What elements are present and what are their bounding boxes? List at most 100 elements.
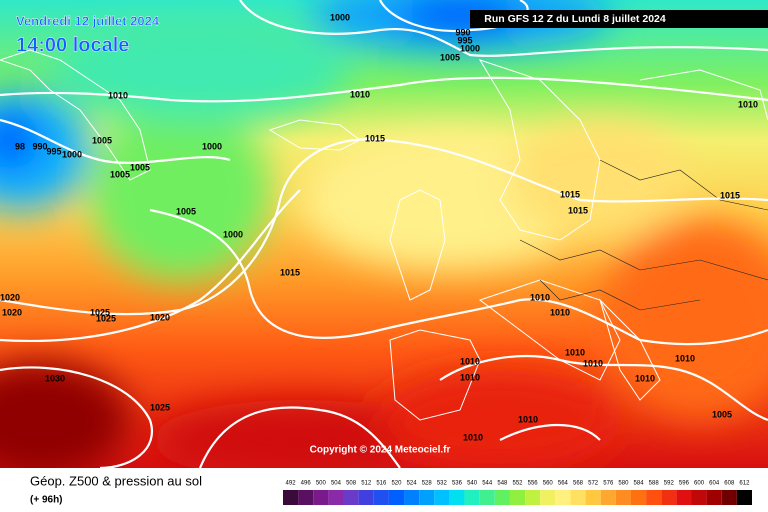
legend-swatch: [479, 490, 495, 505]
legend-label: 572: [588, 481, 599, 487]
isobar-label: 1030: [45, 373, 65, 383]
isobar-label: 1010: [675, 353, 695, 363]
legend-swatch: [313, 490, 329, 505]
legend-label: 588: [649, 481, 660, 487]
legend-label: 516: [376, 481, 387, 487]
legend-label: 612: [739, 481, 750, 487]
isobar-label: 1020: [0, 292, 20, 302]
isobar-label: 1010: [463, 432, 483, 442]
legend-label: 504: [331, 481, 342, 487]
isobar-label: 1025: [96, 313, 116, 323]
footer-subtitle: (+ 96h): [30, 495, 63, 506]
isobar-label: 1010: [530, 292, 550, 302]
isobar-label: 1000: [330, 12, 350, 22]
legend-label: 532: [437, 481, 448, 487]
legend-label: 576: [603, 481, 614, 487]
legend-swatch: [373, 490, 389, 505]
isobar-label: 1010: [518, 414, 538, 424]
isobar-label: 1015: [568, 205, 588, 215]
valid-time: 14:00 locale: [16, 34, 129, 56]
legend-swatch: [464, 490, 480, 505]
legend-swatch: [434, 490, 450, 505]
legend-label: 584: [634, 481, 645, 487]
legend-swatch: [736, 490, 752, 505]
legend-swatch: [509, 490, 526, 505]
isobar-label: 1010: [460, 356, 480, 366]
legend-label: 564: [558, 481, 569, 487]
legend-swatch: [404, 490, 420, 505]
isobar-label: 1000: [460, 43, 480, 53]
isobar-label: 1010: [583, 358, 603, 368]
isobar-label: 1010: [565, 347, 585, 357]
isobar-label: 1005: [712, 409, 732, 419]
legend-swatch: [646, 490, 662, 505]
legend-label: 528: [422, 481, 433, 487]
isobar-label: 1015: [720, 190, 740, 200]
legend-swatch: [721, 490, 737, 505]
isobar-label: 1015: [560, 189, 580, 199]
legend-swatch: [540, 490, 556, 505]
legend-swatch: [630, 490, 647, 505]
isobar-label: 1000: [223, 229, 243, 239]
isobar-label: 1010: [460, 372, 480, 382]
isobar-label: 1020: [2, 307, 22, 317]
legend-swatch: [343, 490, 359, 505]
legend-swatch: [419, 490, 435, 505]
isobar-label: 1025: [150, 402, 170, 412]
isobar-label: 1010: [738, 99, 758, 109]
legend-label: 568: [573, 481, 584, 487]
isobar-label: 1010: [350, 89, 370, 99]
legend-label: 540: [467, 481, 478, 487]
legend-label: 524: [407, 481, 418, 487]
isobars: [0, 0, 768, 468]
isobar-label: 990: [32, 141, 47, 151]
isobar-label: 1000: [62, 149, 82, 159]
legend-label: 512: [361, 481, 372, 487]
legend-swatch: [388, 490, 405, 505]
color-legend: 492 496 500 504 508 512 516 520 524 528 532 536 540 5…: [283, 481, 752, 505]
legend-swatch: [691, 490, 707, 505]
legend-swatch: [585, 490, 601, 505]
legend-swatch: [494, 490, 510, 505]
legend-label: 556: [528, 481, 539, 487]
isobar-label: 1005: [92, 135, 112, 145]
legend-swatch: [449, 490, 465, 505]
legend-label: 500: [316, 481, 327, 487]
legend-label: 508: [346, 481, 357, 487]
legend-label: 560: [543, 481, 554, 487]
legend-label: 596: [679, 481, 690, 487]
legend-label: 592: [664, 481, 675, 487]
legend-swatch: [600, 490, 616, 505]
legend-label: 492: [286, 481, 297, 487]
legend-swatch: [328, 490, 344, 505]
legend-label: 604: [709, 481, 720, 487]
footer-title: Géop. Z500 & pression au sol: [30, 473, 202, 488]
legend-swatch: [615, 490, 631, 505]
legend-label: 544: [482, 481, 493, 487]
isobar-label: 995: [46, 146, 61, 156]
copyright: Copyright © 2024 Meteociel.fr: [310, 445, 451, 456]
legend-swatch: [298, 490, 314, 505]
isobar-label: 98: [15, 141, 25, 151]
legend-label: 520: [391, 481, 402, 487]
isobar-label: 1010: [550, 307, 570, 317]
legend-label: 548: [497, 481, 508, 487]
legend-label: 608: [724, 481, 735, 487]
legend-swatch: [283, 490, 299, 505]
legend-swatch: [525, 490, 541, 505]
run-info: Run GFS 12 Z du Lundi 8 juillet 2024: [484, 13, 666, 25]
legend-label: 600: [694, 481, 705, 487]
legend-label: 496: [301, 481, 312, 487]
isobar-label: 1010: [635, 373, 655, 383]
legend-swatch: [676, 490, 692, 505]
isobar-label: 1020: [150, 312, 170, 322]
isobar-label: 1015: [365, 133, 385, 143]
legend-label: 580: [618, 481, 629, 487]
legend-swatch: [706, 490, 722, 505]
run-box: [470, 10, 768, 28]
isobar-label: 1005: [130, 162, 150, 172]
borders: [519, 159, 768, 311]
